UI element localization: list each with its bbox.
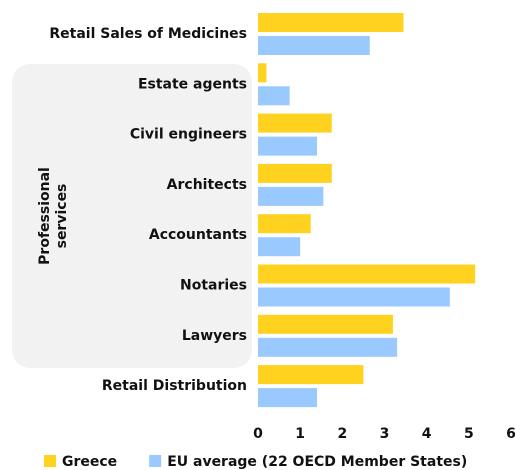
y-tick-label: Retail Sales of Medicines [49,26,247,42]
x-tick-label: 0 [253,426,263,442]
bar [258,388,318,408]
bar [258,63,267,83]
y-tick-label: Lawyers [182,328,247,344]
bar [258,365,364,385]
bar [258,13,404,32]
y-tick-label: Architects [167,177,247,193]
bar [258,36,370,55]
y-tick-label: Accountants [149,227,247,243]
x-tick-label: 1 [295,426,305,442]
group-label: services [54,184,70,249]
y-tick-label: Civil engineers [130,127,247,143]
x-tick-label: 4 [422,426,432,442]
group-label: Professional [37,167,53,265]
bar [258,337,398,357]
bar [258,237,301,257]
legend-swatch [44,455,56,467]
group-box [12,64,252,368]
legend-label: Greece [62,454,117,470]
bar [258,214,311,234]
bar [258,113,332,133]
bar [258,264,476,284]
y-tick-label: Retail Distribution [102,378,247,394]
x-tick-label: 2 [337,426,347,442]
x-tick-label: 3 [380,426,390,442]
bar [258,287,450,307]
bar [258,86,290,106]
y-tick-label: Estate agents [138,76,247,92]
y-tick-label: Notaries [180,278,247,294]
x-tick-label: 5 [464,426,474,442]
bar [258,136,318,156]
bar [258,163,332,183]
x-tick-label: 6 [506,426,516,442]
legend-label: EU average (22 OECD Member States) [167,454,467,470]
legend-swatch [149,455,162,467]
bar [258,186,324,206]
bar [258,314,393,334]
